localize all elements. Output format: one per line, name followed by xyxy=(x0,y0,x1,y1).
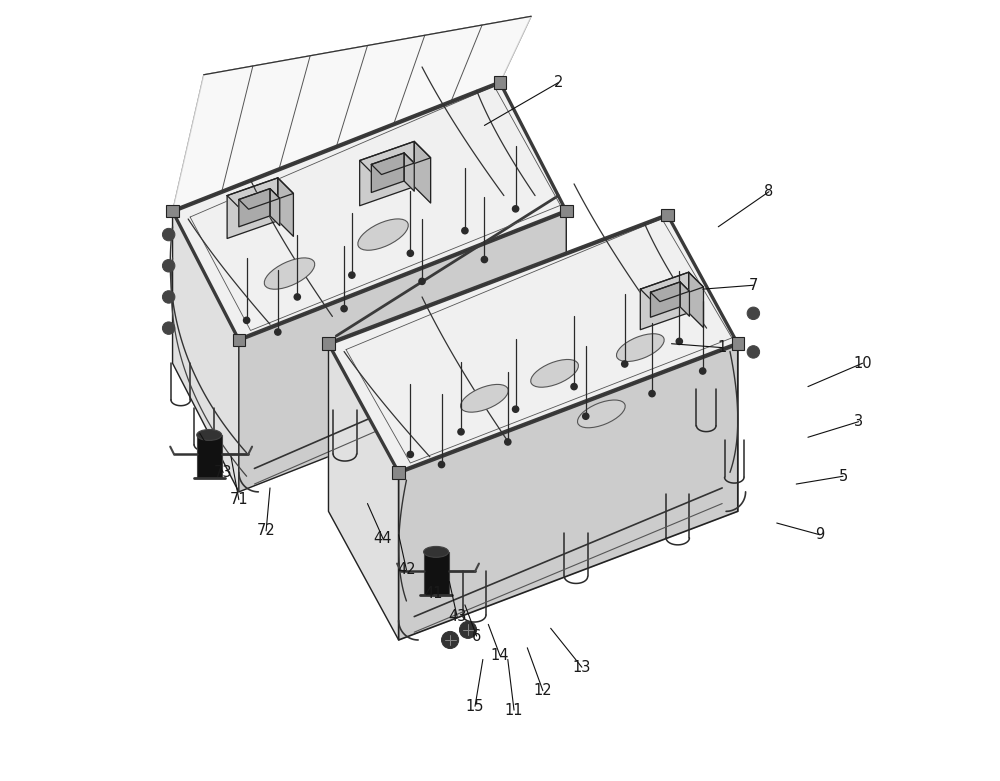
Polygon shape xyxy=(173,211,239,492)
Circle shape xyxy=(462,227,468,234)
Polygon shape xyxy=(371,153,414,174)
Polygon shape xyxy=(227,178,293,211)
Circle shape xyxy=(341,305,347,312)
Ellipse shape xyxy=(461,384,508,412)
Circle shape xyxy=(459,621,477,638)
Text: 71: 71 xyxy=(230,492,248,507)
Text: 73: 73 xyxy=(214,465,232,480)
Polygon shape xyxy=(328,344,399,640)
Text: 14: 14 xyxy=(491,648,509,663)
Bar xyxy=(661,209,674,221)
Text: 3: 3 xyxy=(854,414,863,430)
Bar xyxy=(233,333,245,346)
Polygon shape xyxy=(689,273,703,327)
Circle shape xyxy=(700,368,706,374)
Circle shape xyxy=(747,307,760,319)
Circle shape xyxy=(162,259,175,272)
Circle shape xyxy=(583,413,589,419)
Bar xyxy=(322,337,335,350)
Text: 2: 2 xyxy=(554,75,563,90)
Ellipse shape xyxy=(264,258,315,289)
Circle shape xyxy=(294,294,300,300)
Circle shape xyxy=(419,278,425,284)
Circle shape xyxy=(649,390,655,397)
Text: 7: 7 xyxy=(749,278,758,293)
Polygon shape xyxy=(270,188,280,226)
Text: 42: 42 xyxy=(397,562,416,577)
Ellipse shape xyxy=(616,333,664,362)
Circle shape xyxy=(458,429,464,435)
Circle shape xyxy=(275,329,281,335)
Circle shape xyxy=(512,406,519,412)
Circle shape xyxy=(481,256,488,262)
Ellipse shape xyxy=(197,430,222,440)
Text: 6: 6 xyxy=(472,629,481,644)
Ellipse shape xyxy=(424,547,449,558)
Text: 41: 41 xyxy=(424,586,443,601)
Polygon shape xyxy=(404,153,414,191)
Circle shape xyxy=(407,250,413,256)
Polygon shape xyxy=(360,141,414,205)
Bar xyxy=(197,435,222,478)
Polygon shape xyxy=(173,16,531,211)
Polygon shape xyxy=(640,273,689,330)
Circle shape xyxy=(244,317,250,323)
Text: 44: 44 xyxy=(374,531,392,546)
Bar xyxy=(166,205,179,217)
Ellipse shape xyxy=(358,219,408,250)
Bar xyxy=(560,205,573,217)
Polygon shape xyxy=(414,141,431,203)
Circle shape xyxy=(676,338,682,344)
Polygon shape xyxy=(640,273,703,304)
Ellipse shape xyxy=(578,400,625,428)
Circle shape xyxy=(162,322,175,334)
Circle shape xyxy=(622,361,628,367)
Polygon shape xyxy=(278,178,293,237)
Polygon shape xyxy=(173,83,566,340)
Bar xyxy=(494,77,506,89)
Polygon shape xyxy=(328,215,738,473)
Text: 15: 15 xyxy=(466,699,484,714)
Text: 9: 9 xyxy=(815,527,824,542)
Polygon shape xyxy=(500,83,566,363)
Text: 12: 12 xyxy=(534,683,552,698)
Text: 8: 8 xyxy=(764,184,774,199)
Text: 72: 72 xyxy=(257,523,275,538)
Text: 11: 11 xyxy=(505,703,523,718)
Circle shape xyxy=(505,439,511,445)
Polygon shape xyxy=(399,344,738,640)
Polygon shape xyxy=(668,215,738,512)
Polygon shape xyxy=(650,282,680,317)
Circle shape xyxy=(162,228,175,241)
Bar xyxy=(424,552,449,595)
Text: 43: 43 xyxy=(448,609,466,624)
Polygon shape xyxy=(173,16,531,211)
Ellipse shape xyxy=(531,359,578,387)
Circle shape xyxy=(407,451,413,458)
Circle shape xyxy=(162,291,175,303)
Polygon shape xyxy=(239,211,566,492)
Polygon shape xyxy=(360,141,431,177)
Circle shape xyxy=(512,205,519,212)
Circle shape xyxy=(747,346,760,358)
Text: 1: 1 xyxy=(718,340,727,355)
Text: 10: 10 xyxy=(853,355,872,371)
Bar xyxy=(732,337,744,350)
Text: 5: 5 xyxy=(838,469,848,483)
Text: 13: 13 xyxy=(573,660,591,675)
Polygon shape xyxy=(190,86,560,330)
Bar xyxy=(392,466,405,479)
Polygon shape xyxy=(346,219,732,463)
Polygon shape xyxy=(227,178,278,238)
Polygon shape xyxy=(239,188,280,209)
Circle shape xyxy=(349,272,355,278)
Circle shape xyxy=(438,462,445,468)
Polygon shape xyxy=(650,282,689,301)
Polygon shape xyxy=(371,153,404,192)
Circle shape xyxy=(442,631,459,648)
Polygon shape xyxy=(680,282,689,316)
Circle shape xyxy=(571,383,577,390)
Polygon shape xyxy=(239,188,270,226)
